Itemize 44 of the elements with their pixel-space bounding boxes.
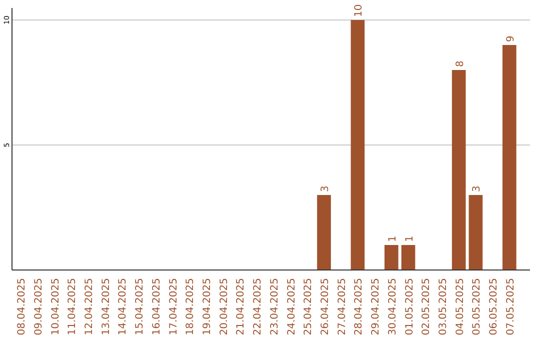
x-tick-label: 20.04.2025 — [218, 278, 230, 336]
x-tick-label: 30.04.2025 — [387, 278, 398, 336]
data-label: 3 — [320, 186, 331, 192]
x-tick-label: 28.04.2025 — [354, 278, 365, 336]
bar — [384, 245, 398, 270]
data-label: 1 — [404, 236, 416, 242]
x-tick-label: 09.04.2025 — [33, 278, 44, 336]
bar — [452, 70, 466, 270]
x-tick-label: 19.04.2025 — [202, 278, 214, 336]
x-tick-label: 21.04.2025 — [236, 278, 247, 336]
x-tick-label: 03.05.2025 — [438, 278, 449, 336]
bar — [468, 195, 483, 270]
x-tick-label: 13.04.2025 — [100, 278, 112, 336]
x-tick-label: 06.05.2025 — [488, 278, 500, 336]
x-tick-label: 04.05.2025 — [454, 278, 466, 336]
x-tick-label: 14.04.2025 — [118, 278, 129, 336]
x-tick-label: 25.04.2025 — [303, 278, 314, 336]
x-tick-label: 12.04.2025 — [84, 278, 96, 336]
x-tick-label: 10.04.2025 — [50, 278, 62, 336]
x-tick-label: 29.04.2025 — [370, 278, 382, 336]
data-label: 8 — [454, 60, 466, 67]
x-tick-label: 11.04.2025 — [67, 278, 78, 336]
bar — [317, 195, 331, 270]
x-tick-label: 26.04.2025 — [320, 278, 331, 336]
x-tick-label: 27.04.2025 — [336, 278, 348, 336]
x-tick-label: 17.04.2025 — [168, 278, 180, 336]
x-tick-label: 24.04.2025 — [286, 278, 298, 336]
bar — [502, 45, 516, 270]
x-tick-label: 18.04.2025 — [185, 278, 196, 336]
data-label: 1 — [387, 236, 398, 242]
x-tick-label: 02.05.2025 — [421, 278, 432, 336]
bar — [350, 20, 365, 270]
x-tick-label: 23.04.2025 — [269, 278, 280, 336]
x-tick-label: 05.05.2025 — [472, 278, 483, 336]
x-tick-label: 16.04.2025 — [151, 278, 162, 336]
x-tick-label: 15.04.2025 — [134, 278, 146, 336]
data-label: 3 — [472, 186, 483, 192]
x-tick-label: 07.05.2025 — [505, 278, 516, 336]
data-label: 10 — [354, 4, 365, 17]
x-tick-label: 22.04.2025 — [252, 278, 264, 336]
bar — [401, 245, 416, 270]
x-tick-label: 08.04.2025 — [16, 278, 28, 336]
x-tick-label: 01.05.2025 — [404, 278, 416, 336]
data-label: 9 — [505, 36, 516, 42]
